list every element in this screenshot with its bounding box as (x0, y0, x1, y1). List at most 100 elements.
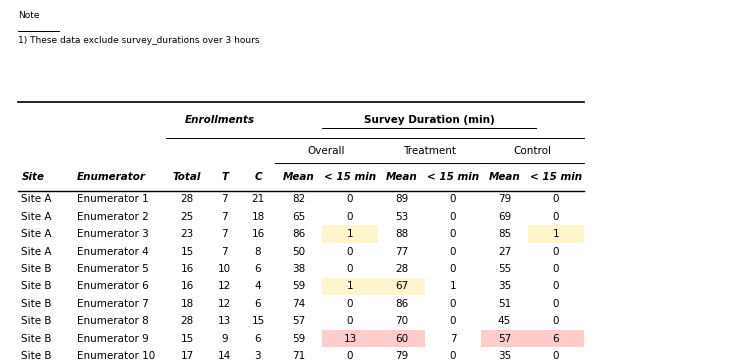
Text: 7: 7 (222, 194, 228, 204)
Text: Enumerator 6: Enumerator 6 (77, 281, 148, 291)
Text: Site B: Site B (21, 316, 52, 326)
FancyBboxPatch shape (528, 225, 584, 243)
Text: Enumerator 9: Enumerator 9 (77, 334, 148, 344)
Text: 25: 25 (180, 212, 194, 222)
Text: 0: 0 (450, 299, 456, 309)
Text: Mean: Mean (489, 172, 520, 182)
Text: 0: 0 (450, 316, 456, 326)
Text: 6: 6 (255, 299, 261, 309)
Text: 7: 7 (450, 334, 456, 344)
Text: 16: 16 (251, 229, 265, 239)
Text: Site A: Site A (21, 229, 52, 239)
Text: 13: 13 (343, 334, 357, 344)
Text: 57: 57 (291, 316, 305, 326)
Text: 0: 0 (347, 194, 353, 204)
Text: 10: 10 (219, 264, 231, 274)
Text: < 15 min: < 15 min (324, 172, 376, 182)
Text: 71: 71 (291, 351, 305, 361)
Text: 4: 4 (255, 281, 261, 291)
Text: 16: 16 (180, 281, 194, 291)
Text: 0: 0 (450, 351, 456, 361)
FancyBboxPatch shape (528, 330, 584, 347)
Text: 1) These data exclude survey_durations over 3 hours: 1) These data exclude survey_durations o… (18, 36, 260, 45)
Text: < 15 min: < 15 min (530, 172, 582, 182)
Text: Site: Site (21, 172, 44, 182)
Text: 0: 0 (347, 351, 353, 361)
Text: Enumerator 3: Enumerator 3 (77, 229, 148, 239)
Text: 89: 89 (394, 194, 408, 204)
FancyBboxPatch shape (481, 330, 528, 347)
Text: T: T (222, 172, 228, 182)
Text: 1: 1 (347, 229, 353, 239)
Text: 79: 79 (498, 194, 512, 204)
Text: 0: 0 (553, 351, 559, 361)
Text: 28: 28 (180, 194, 194, 204)
Text: 0: 0 (450, 229, 456, 239)
Text: 69: 69 (498, 212, 512, 222)
Text: Note: Note (18, 11, 40, 20)
Text: Site A: Site A (21, 212, 52, 222)
Text: 86: 86 (291, 229, 305, 239)
Text: Total: Total (173, 172, 201, 182)
Text: 18: 18 (251, 212, 265, 222)
Text: 53: 53 (394, 212, 408, 222)
Text: 0: 0 (553, 194, 559, 204)
Text: 18: 18 (180, 299, 194, 309)
Text: 0: 0 (347, 316, 353, 326)
FancyBboxPatch shape (322, 330, 378, 347)
Text: 88: 88 (394, 229, 408, 239)
Text: 82: 82 (291, 194, 305, 204)
Text: 6: 6 (255, 264, 261, 274)
Text: 12: 12 (218, 281, 232, 291)
Text: Mean: Mean (386, 172, 417, 182)
FancyBboxPatch shape (378, 330, 425, 347)
Text: 1: 1 (450, 281, 456, 291)
Text: Enumerator: Enumerator (77, 172, 146, 182)
Text: Site B: Site B (21, 334, 52, 344)
Text: Enumerator 4: Enumerator 4 (77, 246, 148, 257)
Text: Control: Control (513, 146, 551, 156)
Text: 38: 38 (291, 264, 305, 274)
Text: C: C (254, 172, 262, 182)
Text: 0: 0 (347, 246, 353, 257)
Text: 0: 0 (553, 264, 559, 274)
Text: Enumerator 8: Enumerator 8 (77, 316, 148, 326)
Text: 0: 0 (553, 316, 559, 326)
Text: 27: 27 (498, 246, 512, 257)
FancyBboxPatch shape (322, 278, 378, 295)
Text: Enumerator 1: Enumerator 1 (77, 194, 148, 204)
Text: 12: 12 (218, 299, 232, 309)
Text: Enumerator 7: Enumerator 7 (77, 299, 148, 309)
Text: 6: 6 (553, 334, 559, 344)
Text: 86: 86 (394, 299, 408, 309)
Text: 0: 0 (450, 264, 456, 274)
Text: 6: 6 (255, 334, 261, 344)
Text: 14: 14 (218, 351, 232, 361)
Text: 15: 15 (180, 246, 194, 257)
Text: 17: 17 (180, 351, 194, 361)
Text: < 15 min: < 15 min (427, 172, 479, 182)
Text: 45: 45 (498, 316, 512, 326)
Text: Enumerator 10: Enumerator 10 (77, 351, 155, 361)
Text: 0: 0 (553, 212, 559, 222)
FancyBboxPatch shape (378, 278, 425, 295)
Text: 7: 7 (222, 212, 228, 222)
Text: 35: 35 (498, 351, 512, 361)
Text: 3: 3 (255, 351, 261, 361)
Text: 65: 65 (291, 212, 305, 222)
Text: 0: 0 (347, 264, 353, 274)
Text: 15: 15 (251, 316, 265, 326)
Text: 60: 60 (395, 334, 408, 344)
Text: 59: 59 (291, 281, 305, 291)
Text: Site B: Site B (21, 299, 52, 309)
Text: 35: 35 (498, 281, 512, 291)
Text: 55: 55 (498, 264, 512, 274)
Text: 57: 57 (498, 334, 512, 344)
Text: 0: 0 (450, 212, 456, 222)
Text: 0: 0 (553, 281, 559, 291)
Text: 50: 50 (292, 246, 305, 257)
Text: 13: 13 (218, 316, 232, 326)
Text: 85: 85 (498, 229, 512, 239)
Text: 21: 21 (251, 194, 265, 204)
Text: Enumerator 5: Enumerator 5 (77, 264, 148, 274)
